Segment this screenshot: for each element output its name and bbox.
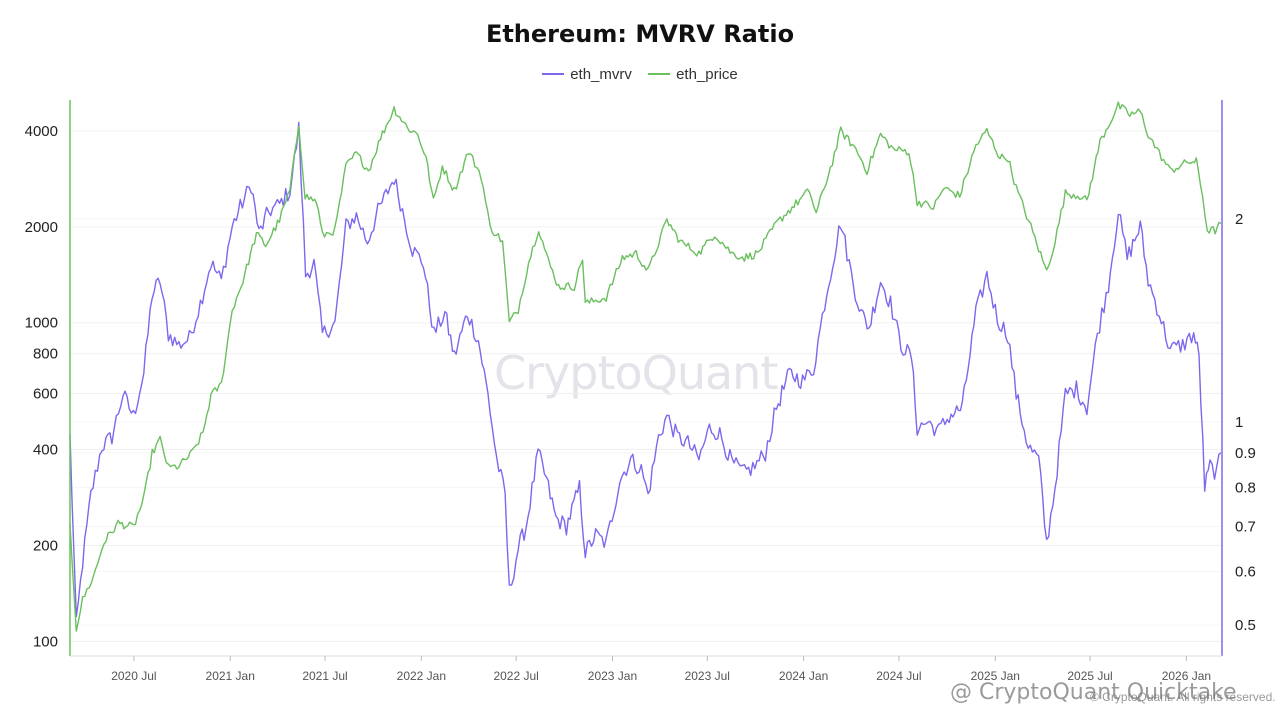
x-tick-label-5: 2023 Jan <box>588 669 637 683</box>
x-tick-label-7: 2024 Jan <box>779 669 828 683</box>
y-left-tick-label-3: 600 <box>33 385 58 402</box>
watermark: CryptoQuant <box>494 346 778 400</box>
x-tick-label-10: 2025 Jul <box>1067 669 1112 683</box>
y-left-tick-label-5: 1000 <box>25 315 58 332</box>
series-line-eth-mvrv <box>69 121 1222 618</box>
attribution-text: @ CryptoQuant Quicktake <box>950 680 1237 705</box>
y-left-tick-label-1: 200 <box>33 537 58 554</box>
chart-title: Ethereum: MVRV Ratio <box>485 20 795 48</box>
series-layer <box>69 101 1222 632</box>
legend-item-eth-mvrv[interactable]: eth_mvrv <box>542 66 632 83</box>
x-tick-label-1: 2021 Jan <box>206 669 255 683</box>
series-line-eth-price <box>69 101 1222 632</box>
y-right-tick-label-0: 0.5 <box>1235 617 1256 634</box>
legend-label-eth-mvrv: eth_mvrv <box>570 65 632 83</box>
x-tick-label-2: 2021 Jul <box>302 669 347 683</box>
y-left-tick-label-0: 100 <box>33 633 58 650</box>
legend-label-eth-price: eth_price <box>676 65 738 83</box>
y-right-tick-label-1: 0.6 <box>1235 564 1256 581</box>
y-right-tick-label-4: 0.9 <box>1235 445 1256 462</box>
y-right-tick-label-3: 0.8 <box>1235 479 1256 496</box>
x-tick-label-6: 2023 Jul <box>685 669 730 683</box>
y-left-tick-label-4: 800 <box>33 346 58 363</box>
y-right-tick-label-6: 2 <box>1235 211 1243 228</box>
y-left-tick-label-7: 4000 <box>25 123 58 140</box>
x-tick-label-3: 2022 Jan <box>397 669 446 683</box>
x-tick-label-9: 2025 Jan <box>971 669 1020 683</box>
grid-layer <box>70 130 1222 642</box>
legend-swatch-eth-mvrv <box>542 73 565 75</box>
legend: eth_mvrv eth_price <box>0 62 1280 83</box>
axis-layer: 100 200 400 600 800 1000 2000 4000 0.5 0.6 0.7 0.8 0… <box>25 100 1256 683</box>
legend-item-eth-price[interactable]: eth_price <box>648 66 738 83</box>
y-right-tick-label-5: 1 <box>1235 414 1243 431</box>
x-tick-label-8: 2024 Jul <box>876 669 921 683</box>
y-left-tick-label-2: 400 <box>33 442 58 459</box>
x-tick-label-4: 2022 Jul <box>493 669 538 683</box>
y-left-tick-label-6: 2000 <box>25 219 58 236</box>
copyright-text: © CryptoQuant. All rights reserved. <box>1090 690 1276 704</box>
x-tick-label-0: 2020 Jul <box>111 669 156 683</box>
y-right-tick-label-2: 0.7 <box>1235 519 1256 536</box>
x-tick-label-11: 2026 Jan <box>1162 669 1211 683</box>
legend-swatch-eth-price <box>648 73 671 75</box>
